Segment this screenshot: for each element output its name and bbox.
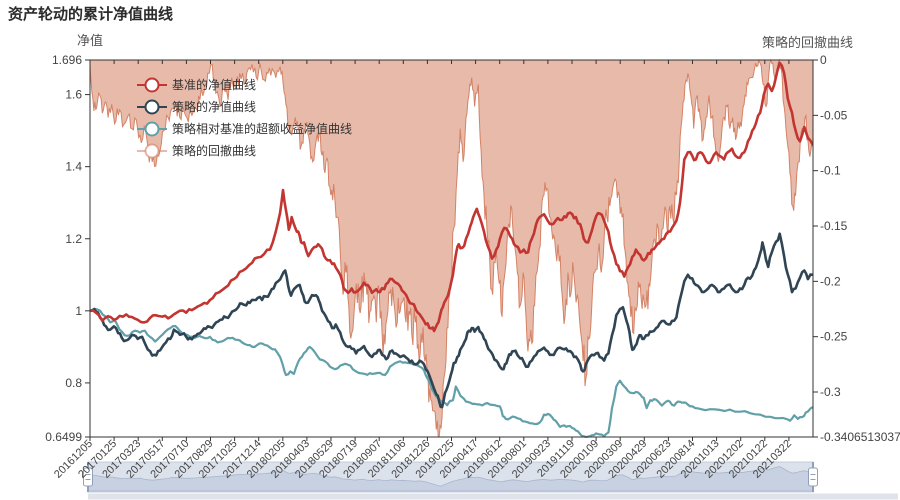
legend-circle-icon	[144, 143, 160, 159]
left-axis-name: 净值	[77, 33, 103, 48]
right-axis-tick-label: 0	[820, 53, 827, 67]
right-axis-tick-label: -0.25	[820, 330, 848, 344]
left-axis-tick-label: 1.6	[65, 88, 82, 102]
handle-grip-lines-icon	[810, 474, 816, 480]
legend-label: 策略的净值曲线	[172, 99, 256, 114]
legend-item-3[interactable]: 策略的回撤曲线	[137, 143, 256, 159]
left-axis-tick-label: 0.8	[65, 376, 82, 390]
strategy-line	[90, 232, 813, 409]
right-axis-tick-label: -0.34065130377	[820, 430, 900, 444]
datazoom-selected-range[interactable]	[88, 462, 813, 492]
datazoom-slider[interactable]	[83, 461, 899, 500]
legend-item-0[interactable]: 基准的净值曲线	[137, 77, 256, 93]
right-axis-tick-label: -0.3	[820, 385, 841, 399]
handle-grip-icon	[83, 467, 93, 487]
legend-item-2[interactable]: 策略相对基准的超额收益净值曲线	[137, 121, 352, 137]
right-axis-name: 策略的回撤曲线	[762, 35, 853, 50]
datazoom-handle-right[interactable]	[808, 462, 818, 492]
handle-grip-lines-icon	[85, 474, 91, 480]
legend-label: 策略的回撤曲线	[172, 143, 256, 158]
left-axis-tick-label: 1.2	[65, 232, 82, 246]
handle-grip-icon	[808, 467, 818, 487]
right-axis-tick-label: -0.15	[820, 219, 848, 233]
legend-circle-icon	[144, 99, 160, 115]
datazoom-handle-left[interactable]	[83, 462, 93, 492]
left-axis-tick-label: 1.4	[65, 160, 82, 174]
drawdown-area	[90, 60, 813, 437]
legend-label: 基准的净值曲线	[172, 77, 256, 92]
legend-item-1[interactable]: 策略的净值曲线	[137, 99, 256, 115]
left-axis-tick-label: 1.696	[52, 53, 82, 67]
right-axis-tick-label: -0.05	[820, 108, 848, 122]
benchmark-line	[90, 61, 813, 333]
legend-circle-icon	[144, 121, 160, 137]
left-axis-tick-label: 1	[75, 304, 82, 318]
chart-title: 资产轮动的累计净值曲线	[8, 5, 173, 23]
legend-label: 策略相对基准的超额收益净值曲线	[172, 121, 352, 136]
excess-return-line	[90, 307, 813, 438]
plot-series-layer	[90, 59, 813, 438]
drawdown-line	[90, 59, 813, 438]
right-axis-tick-label: -0.1	[820, 164, 841, 178]
legend-circle-icon	[144, 77, 160, 93]
left-axis-tick-label: 0.6499	[45, 430, 82, 444]
right-axis-tick-label: -0.2	[820, 274, 841, 288]
datazoom-data-shadow	[87, 466, 814, 492]
bottom-scroll-strip[interactable]	[88, 493, 898, 500]
